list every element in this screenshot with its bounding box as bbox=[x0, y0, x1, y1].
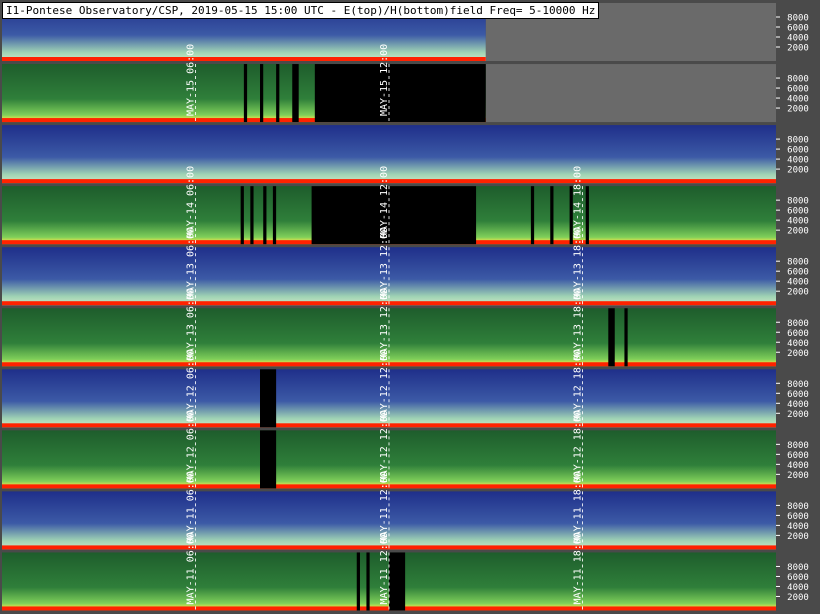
y-tick-label: 6000 bbox=[787, 268, 809, 278]
y-tick-label: 4000 bbox=[787, 583, 809, 593]
data-gap-2019-05-14-h-1 bbox=[250, 186, 254, 245]
data-gap-2019-05-12-h-0 bbox=[260, 430, 277, 489]
y-tick-label: 8000 bbox=[787, 258, 809, 268]
data-gap-2019-05-14-h-4 bbox=[311, 186, 477, 245]
y-tick-label: 6000 bbox=[787, 390, 809, 400]
time-label: MAY-12 18:00 bbox=[573, 410, 584, 482]
time-label: MAY-13 18:00 bbox=[573, 288, 584, 360]
time-label: MAY-13 06:00 bbox=[186, 288, 197, 360]
time-label: MAY-11 18:00 bbox=[573, 532, 584, 604]
y-tick-label: 4000 bbox=[787, 156, 809, 166]
y-tick-label: 2000 bbox=[787, 410, 809, 420]
y-tick-label: 2000 bbox=[787, 105, 809, 115]
y-tick-label: 6000 bbox=[787, 85, 809, 95]
time-label: MAY-11 06:00 bbox=[186, 471, 197, 543]
y-tick-label: 4000 bbox=[787, 400, 809, 410]
data-gap-2019-05-15-h-0 bbox=[243, 64, 248, 123]
data-gap-2019-05-14-h-7 bbox=[569, 186, 573, 245]
y-tick-label: 2000 bbox=[787, 593, 809, 603]
time-label: MAY-11 18:00 bbox=[573, 471, 584, 543]
time-label: MAY-12 06:00 bbox=[186, 349, 197, 421]
baseline-band-2019-05-14-e bbox=[2, 179, 776, 184]
time-label: MAY-11 12:00 bbox=[379, 471, 390, 543]
data-gap-2019-05-14-h-0 bbox=[240, 186, 244, 245]
data-gap-2019-05-15-h-2 bbox=[276, 64, 280, 123]
y-tick-label: 4000 bbox=[787, 95, 809, 105]
baseline-band-2019-05-15-e bbox=[2, 57, 486, 61]
y-tick-label: 8000 bbox=[787, 441, 809, 451]
data-gap-2019-05-15-h-3 bbox=[292, 64, 299, 123]
y-tick-label: 2000 bbox=[787, 166, 809, 176]
empty-region-2019-05-15-h bbox=[485, 64, 776, 123]
y-tick-label: 6000 bbox=[787, 329, 809, 339]
data-gap-2019-05-15-h-4 bbox=[314, 64, 486, 123]
time-label: MAY-14 12:00 bbox=[379, 166, 390, 238]
y-tick-label: 8000 bbox=[787, 380, 809, 390]
data-gap-2019-05-14-h-8 bbox=[585, 186, 589, 245]
time-label: MAY-15 06:00 bbox=[186, 44, 197, 116]
spectrogram-e-field-2019-05-14 bbox=[2, 125, 776, 184]
data-gap-2019-05-13-h-0 bbox=[608, 308, 615, 367]
y-tick-label: 8000 bbox=[787, 136, 809, 146]
data-gap-2019-05-11-h-0 bbox=[356, 552, 360, 611]
time-label: MAY-13 06:00 bbox=[186, 227, 197, 299]
y-tick-label: 2000 bbox=[787, 349, 809, 359]
y-tick-label: 6000 bbox=[787, 24, 809, 34]
y-tick-label: 2000 bbox=[787, 227, 809, 237]
time-label: MAY-13 12:00 bbox=[379, 227, 390, 299]
data-gap-2019-05-12-e-0 bbox=[260, 369, 277, 428]
time-label: MAY-12 12:00 bbox=[379, 410, 390, 482]
y-tick-label: 4000 bbox=[787, 34, 809, 44]
time-label: MAY-11 06:00 bbox=[186, 532, 197, 604]
y-tick-label: 6000 bbox=[787, 512, 809, 522]
data-gap-2019-05-14-h-5 bbox=[530, 186, 535, 245]
y-tick-label: 8000 bbox=[787, 197, 809, 207]
time-label: MAY-12 06:00 bbox=[186, 410, 197, 482]
data-gap-2019-05-14-h-6 bbox=[550, 186, 554, 245]
data-gap-2019-05-11-h-2 bbox=[389, 552, 406, 611]
time-label: MAY-11 12:00 bbox=[379, 532, 390, 604]
y-tick-label: 8000 bbox=[787, 75, 809, 85]
time-label: MAY-14 18:00 bbox=[573, 166, 584, 238]
y-tick-label: 8000 bbox=[787, 563, 809, 573]
time-label: MAY-15 12:00 bbox=[379, 44, 390, 116]
y-tick-label: 4000 bbox=[787, 217, 809, 227]
y-tick-label: 2000 bbox=[787, 288, 809, 298]
data-gap-2019-05-11-h-1 bbox=[366, 552, 370, 611]
y-tick-label: 8000 bbox=[787, 319, 809, 329]
data-gap-2019-05-13-h-1 bbox=[624, 308, 628, 367]
y-tick-label: 2000 bbox=[787, 532, 809, 542]
y-tick-label: 4000 bbox=[787, 339, 809, 349]
y-tick-label: 8000 bbox=[787, 502, 809, 512]
time-label: MAY-12 18:00 bbox=[573, 349, 584, 421]
chart-title: I1-Pontese Observatory/CSP, 2019-05-15 1… bbox=[2, 2, 600, 19]
y-tick-label: 6000 bbox=[787, 573, 809, 583]
y-tick-label: 4000 bbox=[787, 522, 809, 532]
data-gap-2019-05-14-h-3 bbox=[272, 186, 277, 245]
y-tick-label: 2000 bbox=[787, 44, 809, 54]
y-tick-label: 4000 bbox=[787, 461, 809, 471]
y-tick-label: 6000 bbox=[787, 146, 809, 156]
time-label: MAY-13 12:00 bbox=[379, 288, 390, 360]
time-label: MAY-12 12:00 bbox=[379, 349, 390, 421]
data-gap-2019-05-15-h-1 bbox=[260, 64, 264, 123]
y-tick-label: 4000 bbox=[787, 278, 809, 288]
y-tick-label: 6000 bbox=[787, 207, 809, 217]
time-label: MAY-14 06:00 bbox=[186, 166, 197, 238]
y-tick-label: 6000 bbox=[787, 451, 809, 461]
time-label: MAY-13 18:00 bbox=[573, 227, 584, 299]
y-tick-label: 8000 bbox=[787, 14, 809, 24]
data-gap-2019-05-14-h-2 bbox=[263, 186, 267, 245]
y-tick-label: 2000 bbox=[787, 471, 809, 481]
